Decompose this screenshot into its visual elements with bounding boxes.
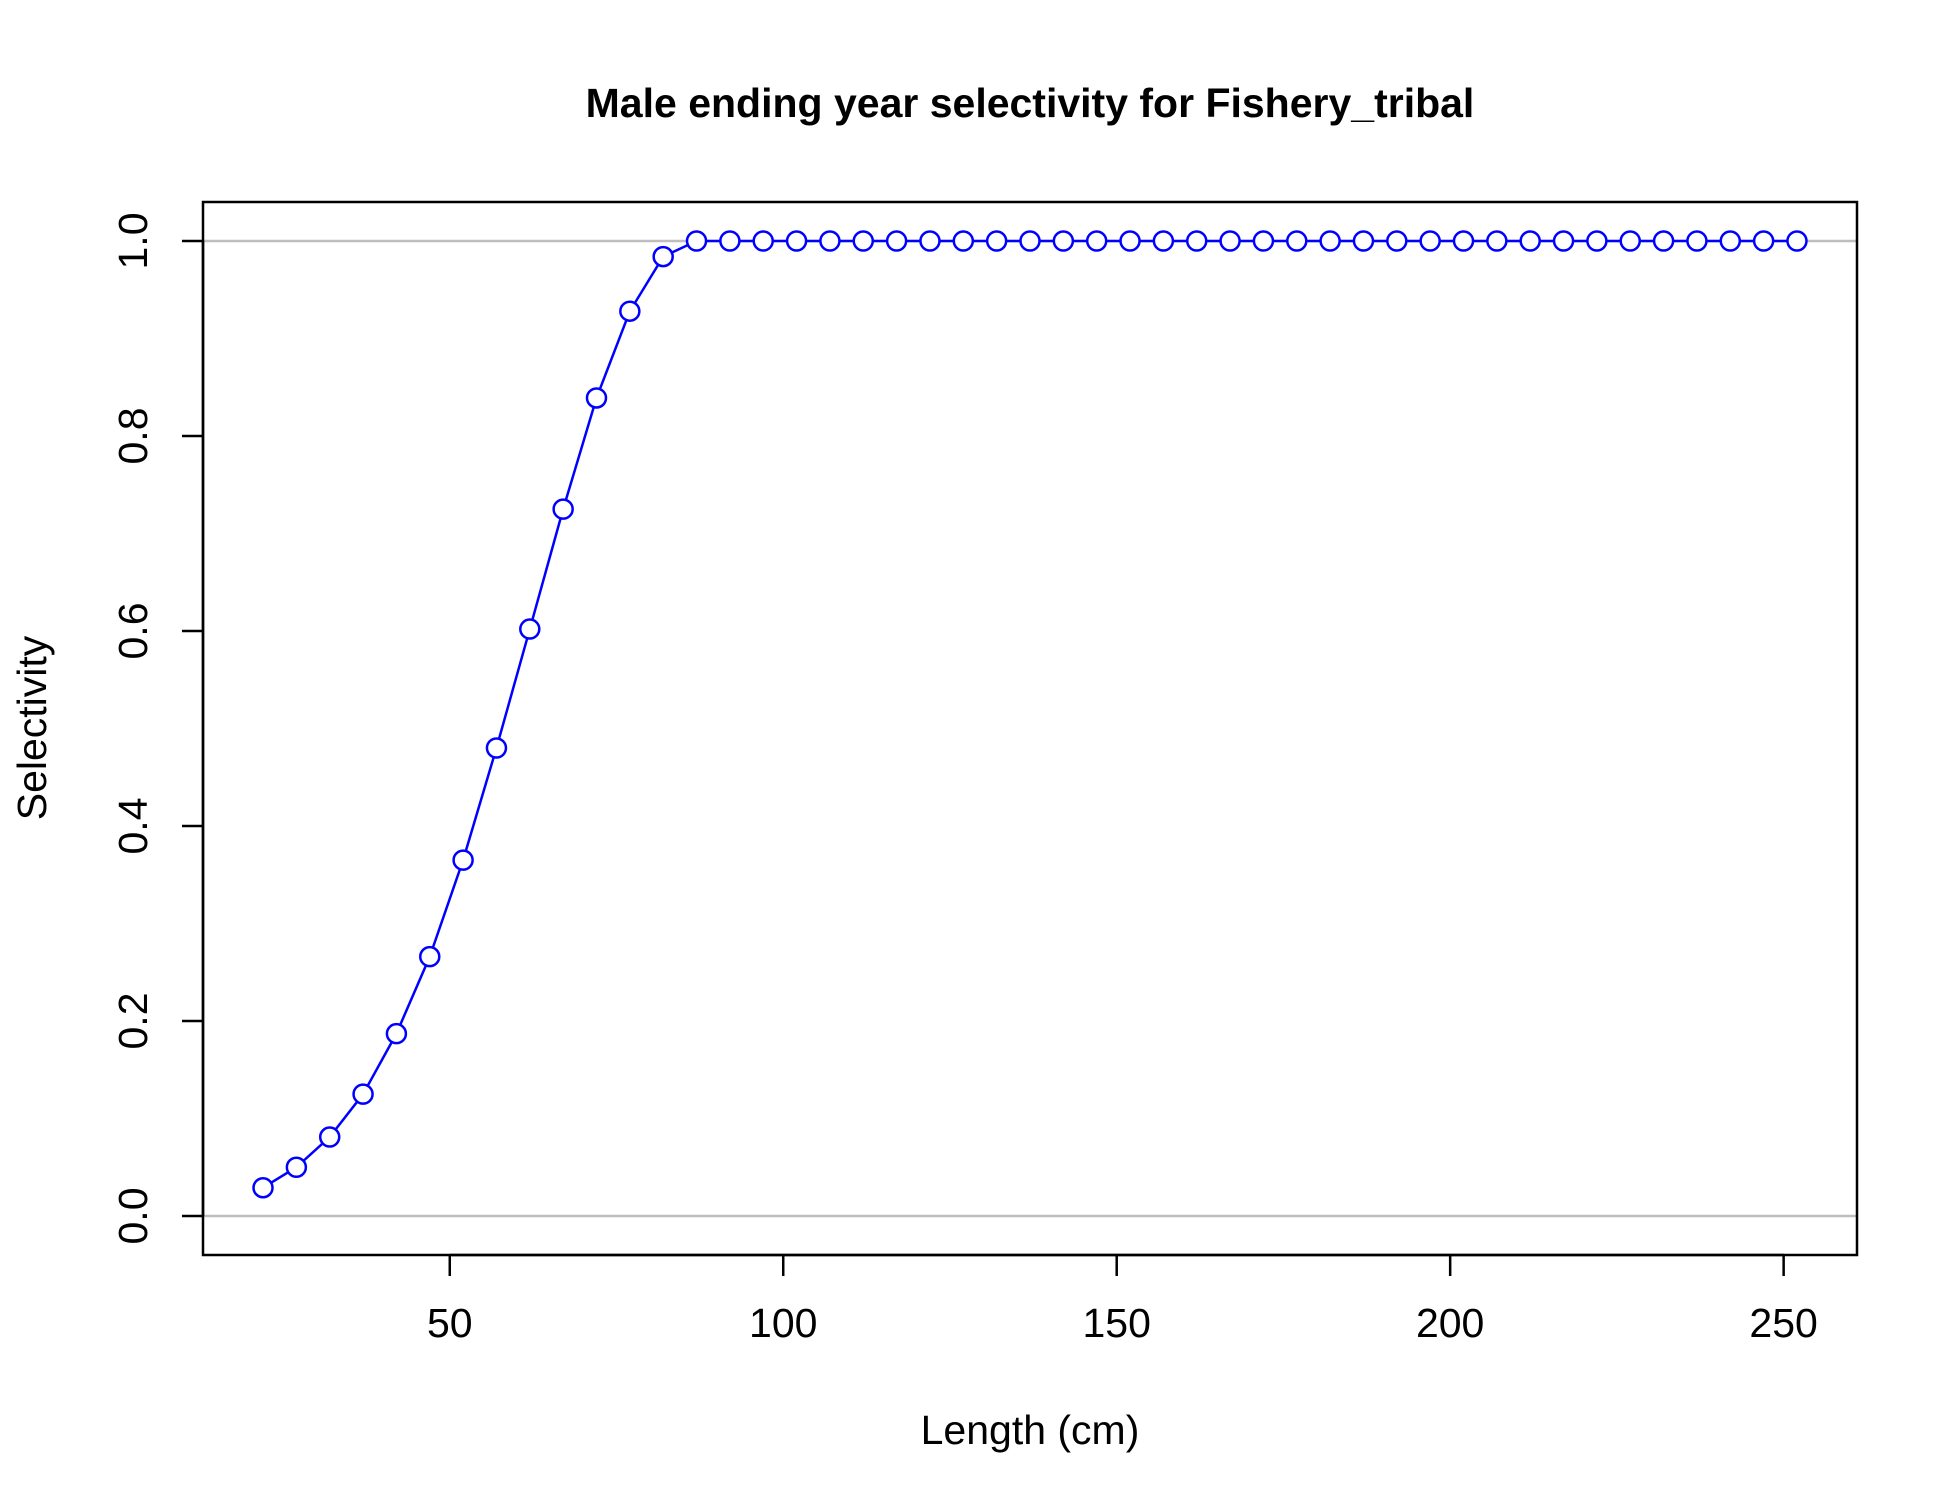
data-point — [1252, 230, 1275, 252]
data-point — [385, 1022, 408, 1045]
data-point — [1686, 230, 1708, 252]
data-point — [852, 230, 875, 252]
plot-frame — [201, 200, 1859, 1257]
y-tick-label: 0.4 — [110, 798, 156, 855]
reference-lines — [203, 239, 1857, 1218]
data-point — [1019, 230, 1041, 252]
data-point — [1085, 230, 1108, 252]
data-point — [1552, 230, 1575, 252]
x-tick-label: 100 — [749, 1300, 817, 1346]
data-point — [1652, 230, 1675, 252]
data-point — [252, 1176, 274, 1199]
data-point — [819, 230, 841, 252]
y-tick-label: 0.2 — [110, 993, 156, 1050]
data-point — [1219, 230, 1241, 252]
data-point — [619, 300, 641, 322]
data-point — [685, 230, 708, 252]
data-point — [1319, 230, 1341, 252]
data-point — [1119, 230, 1141, 252]
data-point — [752, 230, 774, 252]
series-layer — [252, 230, 1808, 1199]
y-axis-label: Selectivity — [9, 635, 55, 820]
x-tick-label: 50 — [427, 1300, 473, 1346]
data-point — [485, 737, 508, 759]
y-tick-label: 0.6 — [110, 603, 156, 660]
data-point — [1452, 230, 1475, 252]
x-tick-label: 150 — [1082, 1300, 1150, 1346]
data-point — [1486, 230, 1508, 252]
x-tick-label: 200 — [1416, 1300, 1484, 1346]
data-point — [1185, 230, 1208, 252]
data-point — [1586, 230, 1608, 252]
data-point — [1419, 230, 1441, 252]
data-point — [719, 230, 741, 252]
data-point — [585, 387, 608, 409]
chart-title: Male ending year selectivity for Fishery… — [586, 80, 1475, 126]
data-point — [1352, 230, 1375, 252]
data-point — [1719, 230, 1742, 252]
data-point — [652, 245, 674, 268]
x-axis: 50 100 150 200 250 — [427, 1253, 1818, 1346]
series-line — [262, 239, 1797, 1189]
data-point — [1152, 230, 1175, 252]
data-point — [919, 230, 941, 252]
data-point — [318, 1126, 341, 1148]
x-axis-label: Length (cm) — [921, 1407, 1140, 1453]
data-point — [785, 230, 808, 252]
data-point — [1286, 230, 1308, 252]
data-point — [452, 849, 474, 871]
data-point — [1752, 230, 1775, 252]
data-point — [1052, 230, 1075, 252]
data-point — [285, 1156, 308, 1178]
data-point — [1519, 230, 1541, 252]
data-point — [1619, 230, 1641, 252]
y-tick-label: 1.0 — [110, 213, 156, 270]
y-axis: 0.0 0.2 0.4 0.6 0.8 1.0 — [110, 213, 205, 1245]
y-tick-label: 0.8 — [110, 408, 156, 465]
data-point — [885, 230, 908, 252]
data-point — [1786, 230, 1808, 252]
y-tick-label: 0.0 — [110, 1188, 156, 1245]
data-point — [952, 230, 975, 252]
data-point — [352, 1083, 374, 1105]
data-point — [419, 945, 441, 968]
data-point — [519, 618, 541, 640]
x-tick-label: 250 — [1749, 1300, 1817, 1346]
data-point — [552, 498, 574, 520]
data-point — [1386, 230, 1408, 252]
data-point — [985, 230, 1008, 252]
